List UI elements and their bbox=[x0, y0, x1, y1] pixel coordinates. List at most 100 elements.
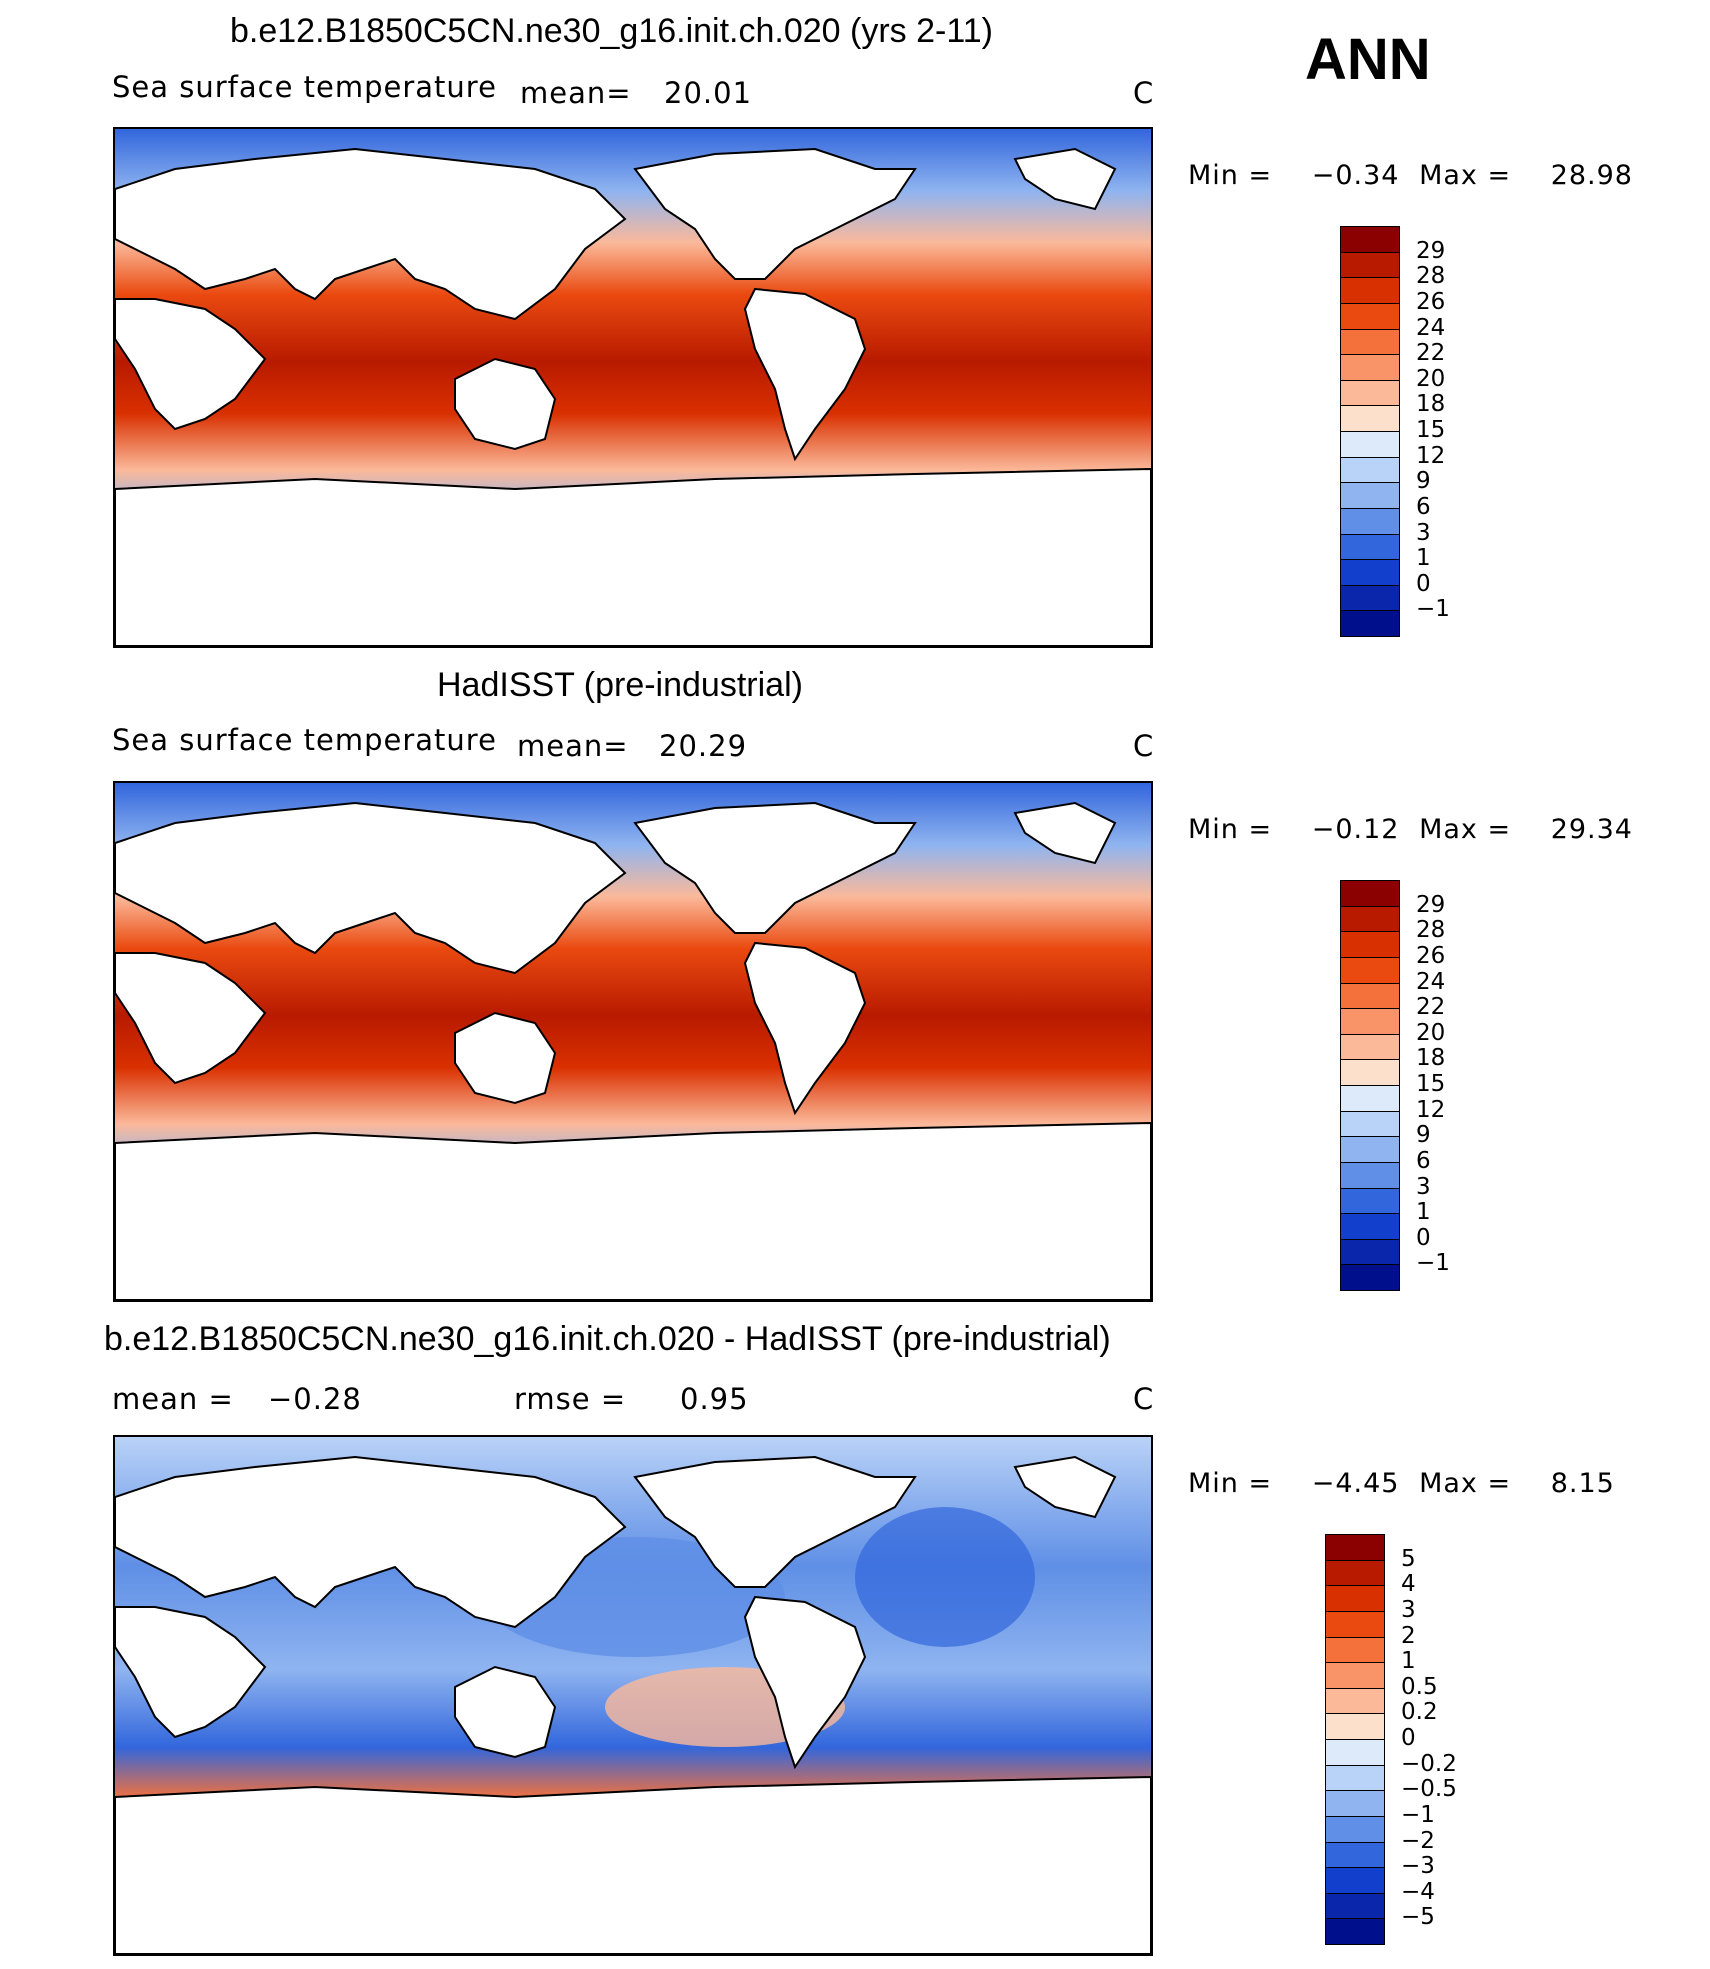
colorbar-tick-label: 24 bbox=[1416, 968, 1446, 995]
colorbar-swatch bbox=[1325, 1918, 1385, 1945]
colorbar-swatch bbox=[1325, 1867, 1385, 1894]
colorbar-swatch bbox=[1325, 1687, 1385, 1715]
colorbar-swatch bbox=[1340, 559, 1400, 586]
colorbar-tick-label: 29 bbox=[1416, 237, 1446, 264]
colorbar-swatch bbox=[1325, 1534, 1385, 1561]
colorbar-tick-label: 15 bbox=[1416, 417, 1446, 443]
colorbar-swatch bbox=[1325, 1585, 1385, 1612]
colorbar-swatch bbox=[1340, 1033, 1400, 1061]
colorbar-swatch bbox=[1325, 1713, 1385, 1740]
colorbar-swatch bbox=[1340, 456, 1400, 484]
colorbar-tick-label: 1 bbox=[1401, 1648, 1416, 1675]
min-value: −4.45 bbox=[1311, 1468, 1400, 1499]
mean-value: 20.01 bbox=[664, 76, 753, 110]
colorbar-swatch bbox=[1325, 1815, 1385, 1843]
colorbar-swatch bbox=[1340, 1136, 1400, 1163]
colorbar-tick-label: 6 bbox=[1416, 1147, 1431, 1174]
colorbar-obs: 29 28 26 24 22 20 18 15 12 9 6 3 1 0 −1 bbox=[1340, 880, 1460, 1291]
max-label: Max = bbox=[1419, 160, 1512, 191]
colorbar-tick-label: 6 bbox=[1416, 493, 1431, 520]
colorbar-swatch bbox=[1325, 1739, 1385, 1766]
variable-label: Sea surface temperature bbox=[112, 723, 497, 757]
colorbar-tick-label: −0.2 bbox=[1401, 1750, 1457, 1777]
unit-label: C bbox=[1133, 76, 1155, 110]
colorbar-tick-label: −5 bbox=[1401, 1904, 1435, 1931]
panel-title-model: b.e12.B1850C5CN.ne30_g16.init.ch.020 (yr… bbox=[230, 12, 993, 50]
colorbar-tick-label: 1 bbox=[1416, 1199, 1431, 1226]
colorbar-swatch bbox=[1340, 226, 1400, 253]
colorbar-model: 29 28 26 24 22 20 18 15 12 9 6 3 1 0 −1 bbox=[1340, 226, 1460, 637]
colorbar-swatch bbox=[1340, 379, 1400, 407]
colorbar-tick-label: 0.2 bbox=[1401, 1699, 1438, 1726]
colorbar-tick-label: 0 bbox=[1416, 570, 1431, 597]
colorbar-swatch bbox=[1340, 277, 1400, 304]
max-value: 8.15 bbox=[1550, 1468, 1615, 1499]
colorbar-tick-label: 18 bbox=[1416, 1045, 1446, 1072]
colorbar-swatch bbox=[1340, 302, 1400, 330]
min-label: Min = bbox=[1188, 1468, 1273, 1499]
colorbar-swatch bbox=[1325, 1790, 1385, 1817]
map-canvas bbox=[115, 783, 1151, 1300]
colorbar-swatch bbox=[1340, 1110, 1400, 1138]
colorbar-swatch bbox=[1340, 1213, 1400, 1240]
colorbar-tick-label: 4 bbox=[1401, 1571, 1416, 1598]
colorbar-tick-label: 0 bbox=[1416, 1224, 1431, 1251]
rmse-label: rmse = bbox=[514, 1382, 627, 1416]
max-label: Max = bbox=[1419, 814, 1512, 845]
max-value: 29.34 bbox=[1550, 814, 1633, 845]
colorbar-swatch bbox=[1340, 328, 1400, 356]
colorbar-tick-label: 15 bbox=[1416, 1071, 1446, 1097]
colorbar-swatch bbox=[1340, 956, 1400, 984]
colorbar-tick-label: 5 bbox=[1401, 1545, 1416, 1572]
colorbar-tick-label: −0.5 bbox=[1401, 1776, 1457, 1803]
colorbar-swatch bbox=[1340, 982, 1400, 1010]
colorbar-swatch bbox=[1340, 1008, 1400, 1035]
colorbar-swatch bbox=[1340, 931, 1400, 958]
sst-map-model bbox=[113, 127, 1153, 648]
colorbar-swatch bbox=[1340, 1238, 1400, 1266]
unit-label: C bbox=[1133, 1382, 1155, 1416]
colorbar-tick-label: 0.5 bbox=[1401, 1673, 1438, 1700]
sst-diff-map bbox=[113, 1435, 1153, 1956]
colorbar-swatch bbox=[1340, 1059, 1400, 1086]
colorbar-tick-label: −1 bbox=[1401, 1801, 1435, 1828]
colorbar-tick-label: 1 bbox=[1416, 545, 1431, 572]
colorbar-tick-label: 22 bbox=[1416, 994, 1446, 1021]
colorbar-swatch bbox=[1340, 354, 1400, 381]
colorbar-tick-label: 22 bbox=[1416, 340, 1446, 367]
colorbar-swatch bbox=[1340, 905, 1400, 933]
colorbar-swatch bbox=[1325, 1892, 1385, 1920]
colorbar-tick-label: 12 bbox=[1416, 1096, 1446, 1123]
min-value: −0.12 bbox=[1311, 814, 1400, 845]
colorbar-tick-label: 20 bbox=[1416, 1019, 1446, 1046]
season-label: ANN bbox=[1305, 27, 1431, 92]
colorbar-swatch bbox=[1325, 1610, 1385, 1638]
colorbar-swatch bbox=[1325, 1636, 1385, 1664]
mean-value: 20.29 bbox=[659, 729, 748, 763]
colorbar-tick-label: 26 bbox=[1416, 288, 1446, 315]
colorbar-tick-label: −2 bbox=[1401, 1827, 1435, 1854]
colorbar-tick-label: −3 bbox=[1401, 1853, 1435, 1880]
mean-label: mean= bbox=[520, 76, 632, 110]
colorbar-tick-label: 26 bbox=[1416, 942, 1446, 969]
colorbar-swatch bbox=[1340, 1187, 1400, 1215]
diff-mean-label: mean = bbox=[112, 1382, 234, 1416]
colorbar-tick-label: 28 bbox=[1416, 917, 1446, 944]
colorbar-tick-label: 0 bbox=[1401, 1725, 1416, 1751]
minmax-readout-model: Min = −0.34 Max = 28.98 bbox=[1188, 160, 1633, 191]
colorbar-tick-label: 29 bbox=[1416, 891, 1446, 918]
min-value: −0.34 bbox=[1311, 160, 1400, 191]
colorbar-tick-label: −1 bbox=[1416, 596, 1450, 623]
colorbar-swatch bbox=[1340, 880, 1400, 907]
min-label: Min = bbox=[1188, 814, 1273, 845]
sst-map-obs bbox=[113, 781, 1153, 1302]
colorbar-tick-label: 2 bbox=[1401, 1622, 1416, 1649]
colorbar-swatch bbox=[1340, 482, 1400, 509]
colorbar-swatch bbox=[1325, 1764, 1385, 1792]
colorbar-tick-label: 3 bbox=[1416, 519, 1431, 546]
map-canvas bbox=[115, 129, 1151, 646]
variable-label: Sea surface temperature bbox=[112, 70, 497, 104]
colorbar-tick-label: 3 bbox=[1401, 1596, 1416, 1623]
minmax-readout-diff: Min = −4.45 Max = 8.15 bbox=[1188, 1468, 1615, 1499]
mean-label: mean= bbox=[517, 729, 629, 763]
